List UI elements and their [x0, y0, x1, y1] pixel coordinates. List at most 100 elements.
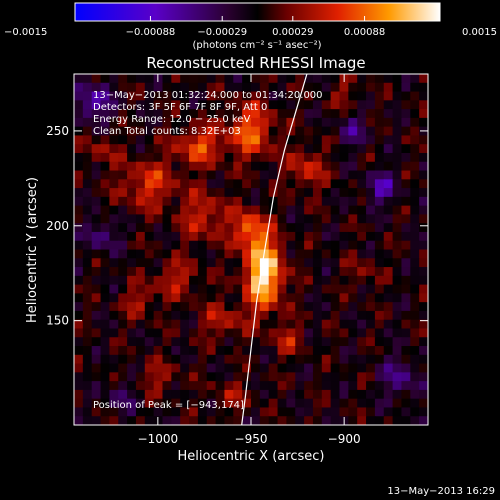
heatmap-cell — [268, 196, 279, 207]
heatmap-cell — [348, 144, 358, 154]
heatmap-cell — [109, 214, 119, 224]
heatmap-cell — [357, 416, 367, 425]
heatmap-cell — [330, 74, 341, 84]
heatmap-cell — [91, 196, 102, 207]
heatmap-cell — [392, 267, 403, 277]
heatmap-cell — [295, 302, 305, 312]
heatmap-cell — [135, 170, 146, 180]
heatmap-cell — [392, 319, 403, 330]
heatmap-cell — [330, 231, 341, 242]
heatmap-cell — [74, 152, 84, 163]
heatmap-cell — [321, 231, 332, 242]
heatmap-cell — [215, 258, 226, 268]
heatmap-cell — [321, 389, 332, 400]
heatmap-cell — [259, 302, 270, 312]
heatmap-cell — [312, 135, 323, 145]
heatmap-cell — [339, 179, 349, 189]
heatmap-cell — [180, 310, 190, 321]
heatmap-cell — [242, 188, 252, 198]
heatmap-cell — [135, 205, 146, 216]
heatmap-cell — [259, 372, 270, 382]
heatmap-cell — [401, 231, 411, 242]
heatmap-cell — [171, 346, 181, 356]
heatmap-cell — [127, 188, 137, 198]
heatmap-cell — [242, 258, 252, 268]
heatmap-cell — [251, 240, 261, 251]
heatmap-cell — [268, 284, 279, 294]
heatmap-cell — [215, 126, 226, 137]
heatmap-cell — [180, 205, 190, 216]
heatmap-cell — [118, 188, 128, 198]
heatmap-cell — [118, 240, 128, 251]
heatmap-cell — [180, 196, 190, 207]
heatmap-cell — [109, 275, 119, 286]
heatmap-cell — [153, 381, 164, 391]
heatmap-cell — [242, 284, 252, 294]
heatmap-cell — [162, 82, 172, 93]
heatmap-cell — [348, 416, 358, 425]
heatmap-cell — [419, 354, 428, 365]
heatmap-cell — [109, 363, 119, 373]
heatmap-cell — [251, 293, 261, 303]
heatmap-cell — [162, 152, 172, 163]
heatmap-cell — [206, 100, 217, 110]
heatmap-cell — [357, 267, 367, 277]
heatmap-cell — [162, 135, 172, 145]
heatmap-cell — [197, 179, 208, 189]
heatmap-cell — [91, 337, 102, 347]
heatmap-cell — [82, 284, 93, 294]
heatmap-cell — [419, 188, 428, 198]
heatmap-cell — [233, 179, 243, 189]
heatmap-cell — [259, 284, 270, 294]
heatmap-cell — [259, 381, 270, 391]
heatmap-cell — [91, 240, 102, 251]
heatmap-cell — [224, 249, 234, 259]
heatmap-cell — [144, 249, 155, 259]
heatmap-cell — [312, 319, 323, 330]
heatmap-cell — [383, 223, 394, 233]
heatmap-cell — [366, 161, 376, 172]
heatmap-cell — [215, 231, 226, 242]
heatmap-cell — [215, 91, 226, 101]
heatmap-cell — [180, 346, 190, 356]
heatmap-cell — [277, 109, 287, 119]
heatmap-cell — [304, 310, 314, 321]
heatmap-cell — [82, 275, 93, 286]
heatmap-cell — [321, 302, 332, 312]
heatmap-cell — [144, 126, 155, 137]
heatmap-cell — [339, 223, 349, 233]
heatmap-cell — [312, 258, 323, 268]
heatmap-cell — [339, 258, 349, 268]
heatmap-cell — [401, 144, 411, 154]
heatmap-cell — [401, 249, 411, 259]
heatmap-cell — [259, 91, 270, 101]
heatmap-cell — [206, 249, 217, 259]
heatmap-cell — [242, 249, 252, 259]
heatmap-cell — [206, 179, 217, 189]
heatmap-cell — [224, 346, 234, 356]
heatmap-cell — [348, 346, 358, 356]
heatmap-cell — [180, 372, 190, 382]
heatmap-cell — [100, 144, 110, 154]
heatmap-cell — [401, 91, 411, 101]
heatmap-cell — [91, 223, 102, 233]
heatmap-cell — [197, 416, 208, 425]
heatmap-cell — [197, 188, 208, 198]
heatmap-cell — [215, 196, 226, 207]
heatmap-cell — [224, 267, 234, 277]
heatmap-cell — [410, 100, 420, 110]
heatmap-cell — [286, 328, 296, 338]
heatmap-cell — [109, 231, 119, 242]
heatmap-cell — [277, 258, 287, 268]
heatmap-cell — [91, 381, 102, 391]
heatmap-cell — [366, 126, 376, 137]
heatmap-cell — [224, 416, 234, 425]
heatmap-cell — [419, 74, 428, 84]
heatmap-cell — [197, 284, 208, 294]
heatmap-cell — [189, 398, 199, 409]
heatmap-cell — [330, 372, 341, 382]
heatmap-cell — [189, 293, 199, 303]
heatmap-cell — [348, 100, 358, 110]
heatmap-cell — [410, 416, 420, 425]
heatmap-cell — [357, 372, 367, 382]
